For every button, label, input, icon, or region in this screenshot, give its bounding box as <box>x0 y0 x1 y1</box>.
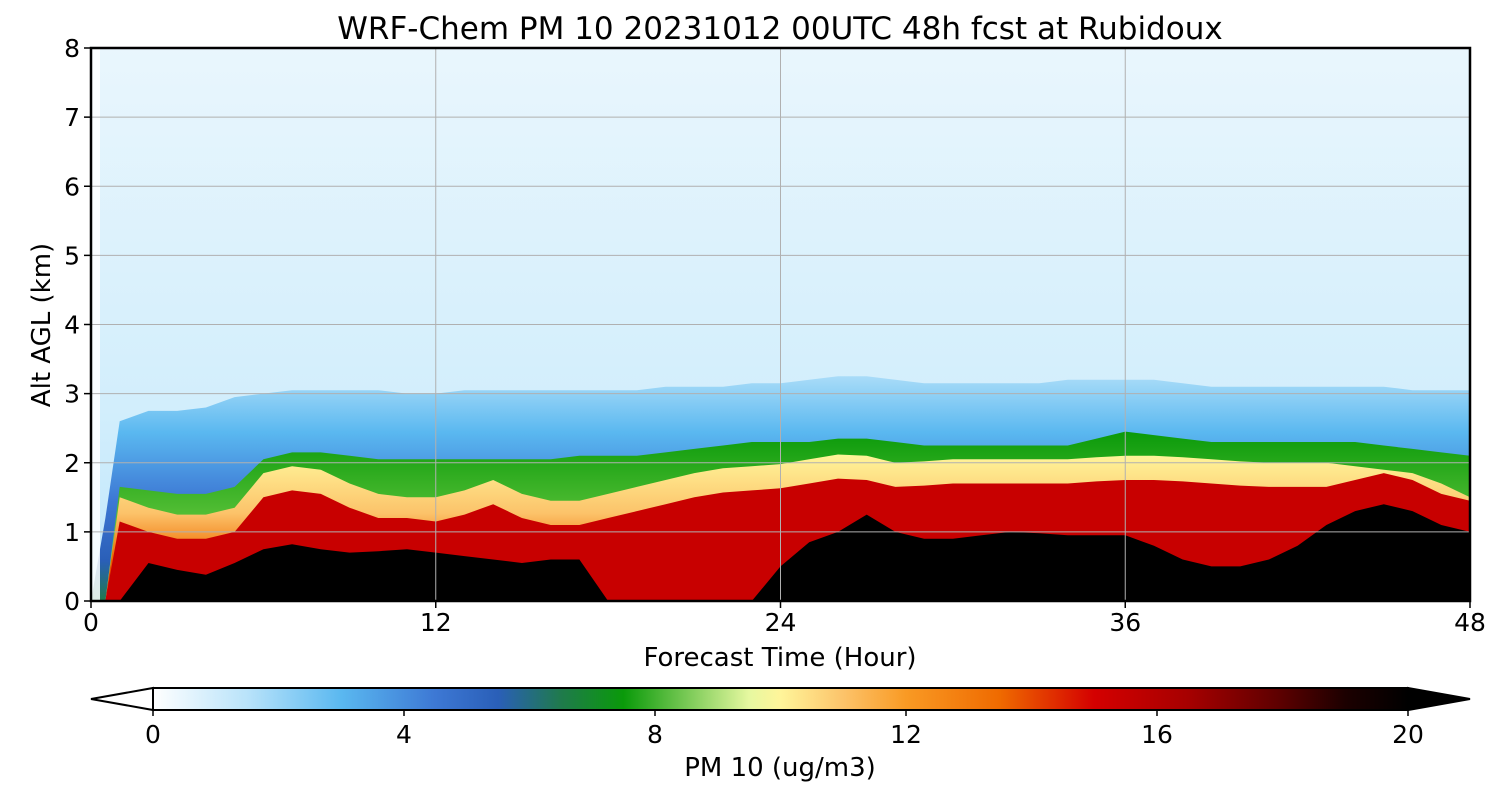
colorbar-over-arrow <box>1407 686 1471 712</box>
y-tick-label: 2 <box>64 449 80 478</box>
x-tick-label: 12 <box>420 608 452 637</box>
y-tick-label: 3 <box>64 380 80 409</box>
x-axis: 0 12 24 36 48 <box>83 601 1486 637</box>
y-tick-label: 4 <box>64 311 80 340</box>
chart-title: WRF-Chem PM 10 20231012 00UTC 48h fcst a… <box>337 11 1222 47</box>
colorbar: 0 4 8 12 16 20 PM 10 (ug/m3) <box>90 686 1471 783</box>
y-tick-label: 7 <box>64 103 80 132</box>
x-tick-label: 48 <box>1454 608 1486 637</box>
y-axis-label: Alt AGL (km) <box>27 243 57 407</box>
x-tick-label: 0 <box>83 608 99 637</box>
colorbar-tick-label: 12 <box>890 720 922 749</box>
colorbar-tick-label: 16 <box>1141 720 1173 749</box>
colorbar-tick-label: 8 <box>647 720 663 749</box>
colorbar-tick-label: 0 <box>145 720 161 749</box>
y-tick-label: 8 <box>64 34 80 63</box>
y-tick-label: 5 <box>64 241 80 270</box>
colorbar-label: PM 10 (ug/m3) <box>684 753 876 783</box>
x-axis-label: Forecast Time (Hour) <box>643 643 916 673</box>
grid-lines <box>91 48 1470 601</box>
colorbar-tick-label: 4 <box>396 720 412 749</box>
plot-area <box>91 48 1470 601</box>
y-axis: 0 1 2 3 4 5 6 7 8 <box>64 34 91 616</box>
y-tick-label: 6 <box>64 172 80 201</box>
y-tick-label: 1 <box>64 518 80 547</box>
colorbar-under-arrow <box>90 686 154 712</box>
colorbar-tick-label: 20 <box>1392 720 1424 749</box>
x-tick-label: 36 <box>1109 608 1141 637</box>
y-tick-label: 0 <box>64 587 80 616</box>
colorbar-frame <box>152 687 1409 711</box>
colorbar-gradient <box>153 688 1408 710</box>
x-tick-label: 24 <box>765 608 797 637</box>
colorbar-ticks: 0 4 8 12 16 20 <box>145 710 1424 749</box>
